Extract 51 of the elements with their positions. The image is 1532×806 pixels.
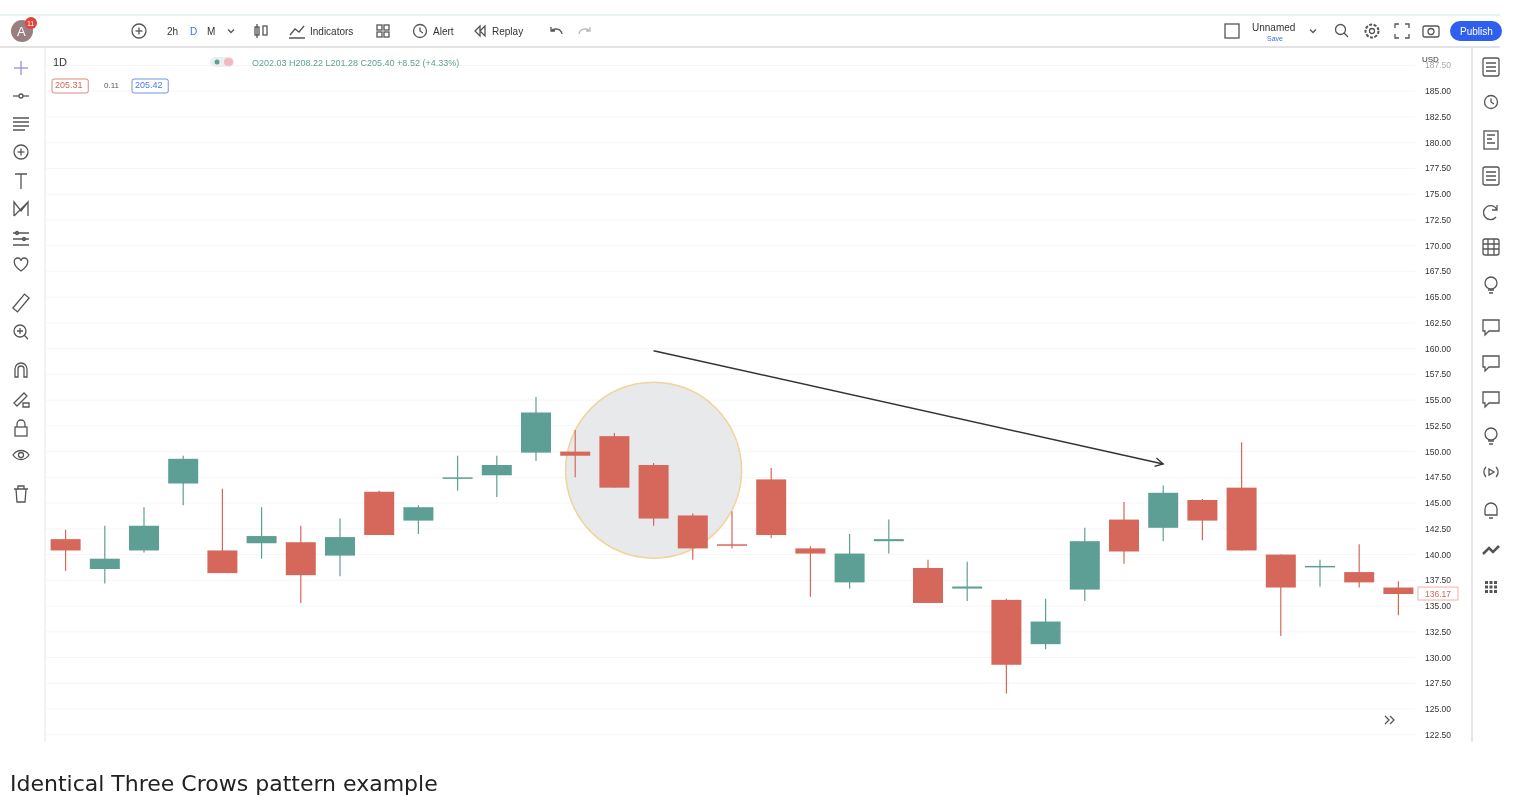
y-tick-label: 135.00 <box>1425 601 1452 612</box>
text: A <box>17 24 26 39</box>
candlestick <box>246 506 277 560</box>
annotation: O202.03 H208.22 L201.28 C205.40 +8.52 (+4.33%) <box>252 58 460 68</box>
y-tick-label: 165.00 <box>1425 292 1452 303</box>
y-tick-label: 140.00 <box>1425 549 1452 560</box>
candlestick <box>873 518 904 555</box>
text: M <box>207 26 216 37</box>
text: Alert <box>433 26 454 37</box>
annotation: 205.31 <box>55 80 83 90</box>
y-tick-label: 172.50 <box>1425 214 1452 225</box>
candlestick <box>795 545 826 598</box>
candlestick <box>952 561 983 602</box>
candlestick <box>560 429 591 478</box>
y-tick-label: 145.00 <box>1425 498 1452 509</box>
y-tick-label: 130.00 <box>1425 652 1452 663</box>
text: Indicators <box>310 26 354 37</box>
text: 2h <box>167 26 179 37</box>
text: Replay <box>492 26 524 37</box>
y-tick-label: 160.00 <box>1425 343 1452 354</box>
candlestick <box>717 510 747 549</box>
y-tick-label: 122.50 <box>1425 729 1452 740</box>
y-tick-label: 180.00 <box>1425 137 1452 148</box>
text: Unnamed <box>1252 22 1296 33</box>
y-tick-label: 152.50 <box>1425 420 1452 431</box>
candlestick <box>89 525 120 585</box>
y-tick-label: 137.50 <box>1425 575 1452 586</box>
y-tick-label: 132.50 <box>1425 626 1452 637</box>
y-tick-label: 142.50 <box>1425 523 1452 534</box>
candlestick <box>1383 580 1414 616</box>
y-tick-label: 150.00 <box>1425 446 1452 457</box>
y-tick-label: 185.00 <box>1425 86 1452 97</box>
annotation: 0.11 <box>104 81 120 90</box>
text: Identical Three Crows pattern example <box>10 771 438 796</box>
candlestick <box>442 455 473 492</box>
y-tick-label: 167.50 <box>1425 266 1452 277</box>
y-tick-label: 162.50 <box>1425 317 1452 328</box>
annotation: 136.17 <box>1425 589 1452 599</box>
y-tick-label: 147.50 <box>1425 472 1452 483</box>
y-tick-label: 125.00 <box>1425 704 1452 715</box>
annotation: 205.42 <box>135 80 163 90</box>
text: Publish <box>1460 26 1493 37</box>
y-tick-label: 157.50 <box>1425 369 1452 380</box>
y-tick-label: 155.00 <box>1425 395 1452 406</box>
y-tick-label: 177.50 <box>1425 163 1452 174</box>
text: D <box>190 26 198 37</box>
y-tick-label: 170.00 <box>1425 240 1452 251</box>
y-tick-label: 127.50 <box>1425 678 1452 689</box>
y-tick-label: 182.50 <box>1425 111 1452 122</box>
annotation: 1D <box>53 56 68 68</box>
y-tick-label: 175.00 <box>1425 189 1452 200</box>
